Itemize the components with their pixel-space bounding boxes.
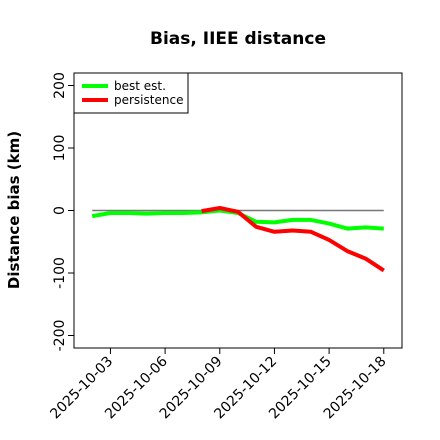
legend-label: best est. — [114, 79, 166, 93]
series-line-persistence — [201, 206, 385, 273]
y-axis-label: Distance bias (km) — [5, 131, 23, 289]
y-tick-label: 0 — [52, 206, 68, 215]
legend-box — [73, 72, 189, 114]
chart-title: Bias, IIEE distance — [150, 29, 326, 49]
legend: best est.persistence — [73, 72, 189, 114]
y-tick-label: -200 — [52, 320, 68, 352]
x-axis: 2025-10-032025-10-062025-10-092025-10-12… — [47, 348, 390, 422]
y-axis: -200 -100 0 100 200 — [52, 72, 74, 351]
y-tick-label: 100 — [52, 135, 68, 162]
y-tick-label: 200 — [52, 72, 68, 99]
series-layer — [91, 206, 385, 273]
legend-label: persistence — [114, 93, 183, 107]
y-tick-label: -100 — [52, 257, 68, 289]
